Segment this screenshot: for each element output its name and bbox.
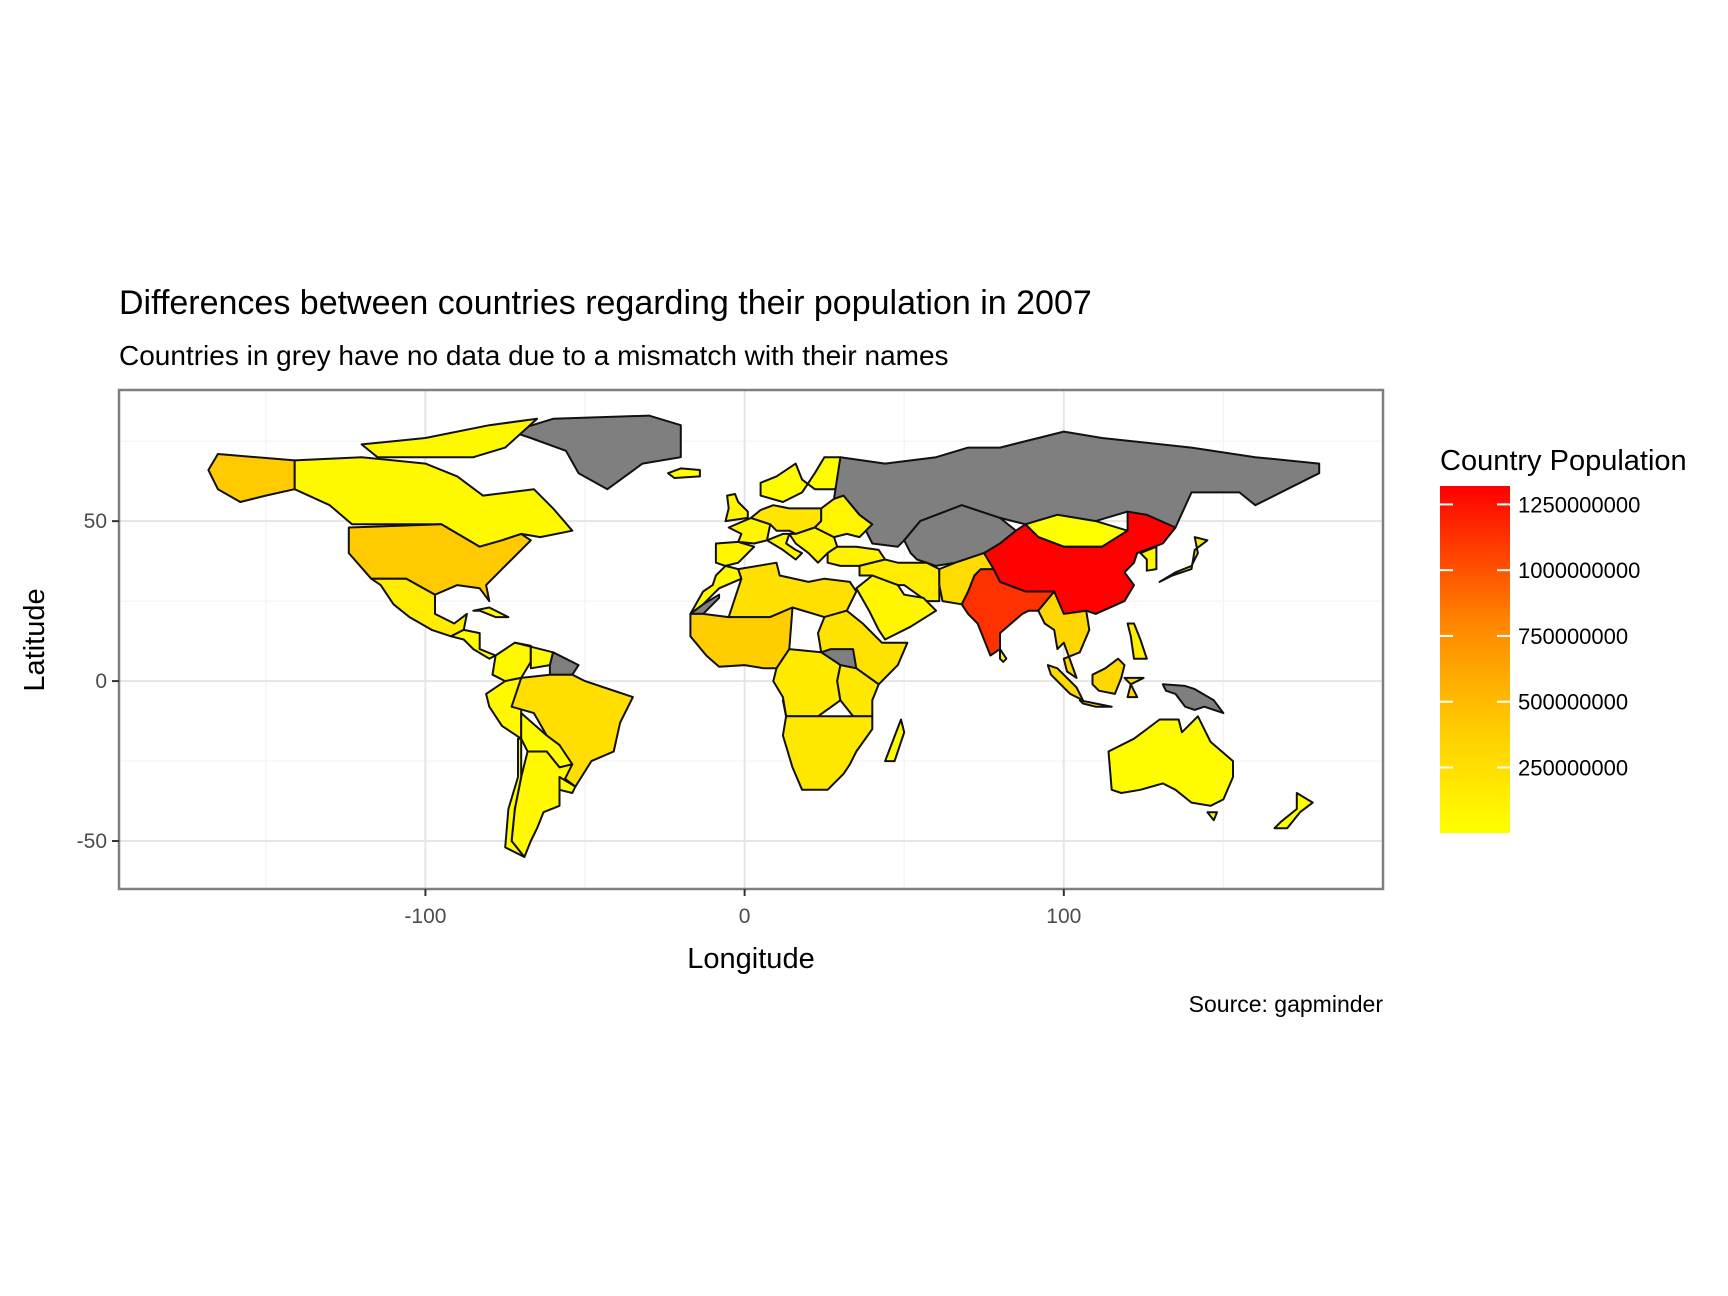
legend: Country Population 250000000 500000000 750… [1440,445,1687,833]
country-arabia [855,574,938,641]
country-southeast-asia-mainland [1037,590,1091,679]
x-axis-title: Longitude [687,943,814,975]
country-arctic-islands [360,417,539,459]
country-uruguay [558,776,577,794]
country-new-zealand [1273,792,1314,830]
legend-title: Country Population [1440,445,1687,477]
x-tick-label: -100 [404,905,446,928]
country-sri-lanka [999,648,1008,663]
country-australia [1107,715,1234,807]
chart-title: Differences between countries regarding … [119,284,1092,322]
country-brazil [510,673,634,788]
country-greenland [510,414,682,491]
country-layer [207,414,1321,858]
country-tasmania [1206,811,1218,822]
legend-ticks: 250000000 500000000 750000000 1000000000 125… [1440,492,1640,780]
legend-tick-label: 1000000000 [1518,558,1640,583]
country-morocco [689,564,743,615]
legend-colorbar [1440,486,1510,833]
panel-border [117,388,1385,891]
country-new-guinea [1161,683,1225,715]
y-axis-ticks: -50 0 50 [77,510,119,853]
map-panel [117,388,1385,891]
country-afghanistan-pakistan [938,552,995,606]
country-sudan-horn [817,609,909,686]
y-axis-title: Latitude [19,588,51,691]
country-canada [293,456,574,548]
legend-tick-label: 1250000000 [1518,492,1640,517]
country-cuba [472,606,510,619]
y-tick-label: 50 [84,510,107,533]
country-japan [1158,536,1209,583]
y-tick-label: -50 [77,830,107,853]
country-alaska [207,453,296,503]
country-venezuela [513,641,555,670]
country-britain [724,493,749,523]
legend-tick-label: 500000000 [1518,690,1628,715]
country-korea [1139,545,1158,572]
country-iceland [667,467,701,479]
country-java [1078,699,1113,708]
chart-subtitle: Countries in grey have no data due to a … [119,340,949,371]
x-axis-ticks: -100 0 100 [404,889,1081,928]
y-tick-label: 0 [95,670,107,693]
chart-caption: Source: gapminder [1189,991,1384,1017]
country-philippines [1126,622,1148,660]
country-sulawesi [1123,676,1145,699]
country-madagascar [884,718,906,763]
x-tick-label: 100 [1046,905,1081,928]
legend-tick-label: 750000000 [1518,624,1628,649]
country-iberia [714,540,756,567]
country-southern-africa [781,699,874,791]
country-borneo [1091,657,1126,695]
legend-tick-label: 250000000 [1518,755,1628,780]
country-italy [766,532,804,561]
country-chile [504,737,526,858]
x-tick-label: 0 [739,905,751,928]
